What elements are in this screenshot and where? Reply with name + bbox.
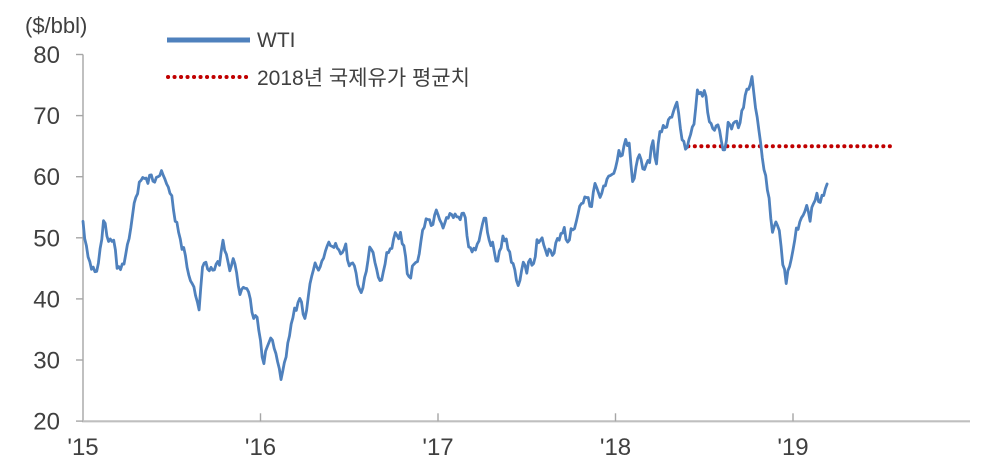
x-tick-label: '16 <box>245 434 276 461</box>
y-axis-unit-label: ($/bbl) <box>25 13 87 38</box>
y-tick-label: 40 <box>33 286 60 313</box>
y-tick-label: 70 <box>33 103 60 130</box>
y-tick-label: 30 <box>33 348 60 375</box>
x-tick-label: '19 <box>777 434 808 461</box>
y-tick-label: 80 <box>33 42 60 69</box>
y-tick-label: 20 <box>33 409 60 436</box>
axes <box>76 53 970 423</box>
wti-series-line <box>81 75 829 382</box>
y-tick-label: 60 <box>33 164 60 191</box>
y-tick-label: 50 <box>33 225 60 252</box>
legend: WTI 2018년 국제유가 평균치 <box>166 29 470 90</box>
average-legend-label: 2018년 국제유가 평균치 <box>257 67 470 90</box>
x-tick-label: '15 <box>67 434 98 461</box>
axis-tick-labels: 80 70 60 50 40 30 20 '15 '16 '17 '18 '19 <box>33 42 808 461</box>
x-tick-label: '18 <box>600 434 631 461</box>
wti-legend-label: WTI <box>257 29 295 52</box>
x-tick-label: '17 <box>422 434 453 461</box>
